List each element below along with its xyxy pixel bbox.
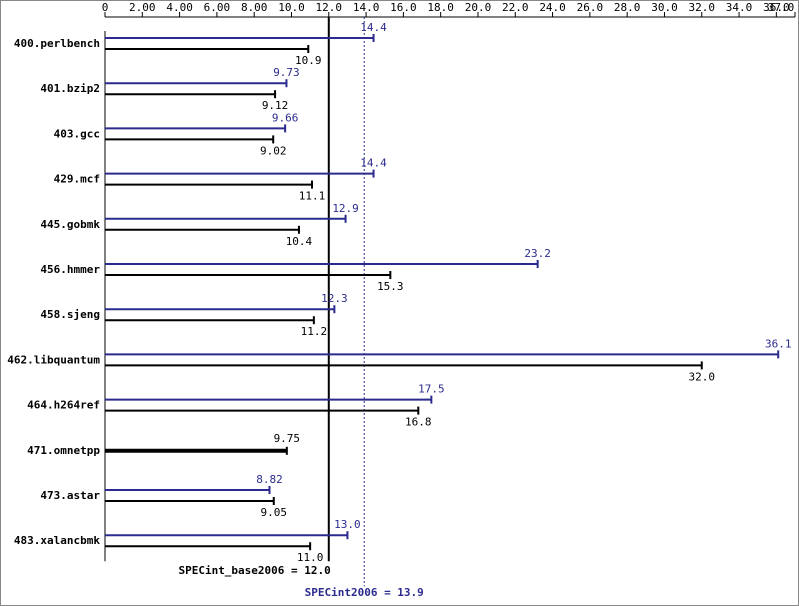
x-tick-label: 18.0	[427, 1, 454, 14]
value-label: 9.66	[272, 111, 299, 124]
x-tick-label: 10.0	[278, 1, 305, 14]
category-label: 401.bzip2	[40, 82, 100, 95]
category-label: 400.perlbench	[14, 37, 100, 50]
x-tick-label: 6.00	[204, 1, 231, 14]
value-label: 9.12	[262, 99, 289, 112]
category-label: 462.libquantum	[7, 353, 100, 366]
category-label: 403.gcc	[54, 127, 100, 140]
x-tick-label: 34.0	[726, 1, 753, 14]
value-label: 12.3	[321, 292, 348, 305]
x-tick-label: 16.0	[390, 1, 417, 14]
value-label: 9.05	[261, 506, 288, 519]
value-label: 9.73	[273, 66, 300, 79]
category-label: 483.xalancbmk	[14, 534, 100, 547]
category-label: 445.gobmk	[40, 218, 100, 231]
value-label: 14.4	[360, 21, 387, 34]
value-label: 15.3	[377, 280, 404, 293]
category-label: 471.omnetpp	[27, 444, 100, 457]
value-label: 16.8	[405, 416, 432, 429]
x-tick-label: 12.0	[316, 1, 343, 14]
x-tick-label: 28.0	[614, 1, 641, 14]
x-tick-label: 2.00	[129, 1, 156, 14]
value-label: 11.0	[297, 551, 324, 564]
value-label: 36.1	[765, 337, 792, 350]
value-label: 14.4	[360, 157, 387, 170]
x-tick-label: 37.0	[768, 1, 795, 14]
value-label: 12.9	[332, 202, 359, 215]
value-label: 23.2	[524, 247, 551, 260]
x-tick-label: 4.00	[166, 1, 193, 14]
value-label: 32.0	[689, 370, 716, 383]
reference-label: SPECint2006 = 13.9	[305, 586, 424, 599]
category-label: 473.astar	[40, 489, 100, 502]
x-tick-label: 24.0	[539, 1, 566, 14]
category-label: 456.hmmer	[40, 263, 100, 276]
category-label: 429.mcf	[54, 173, 100, 186]
category-label: 464.h264ref	[27, 399, 100, 412]
x-tick-label: 30.0	[651, 1, 678, 14]
x-tick-label: 32.0	[689, 1, 716, 14]
x-tick-label: 14.0	[353, 1, 380, 14]
x-tick-label: 22.0	[502, 1, 529, 14]
category-label: 458.sjeng	[40, 308, 100, 321]
value-label: 9.02	[260, 144, 287, 157]
value-label: 10.4	[286, 235, 313, 248]
value-label: 8.82	[256, 473, 283, 486]
value-label: 10.9	[295, 54, 322, 67]
value-label: 13.0	[334, 518, 361, 531]
x-tick-label: 36.0	[763, 1, 790, 14]
value-label: 17.5	[418, 383, 445, 396]
x-tick-label: 8.00	[241, 1, 268, 14]
x-tick-label: 0	[102, 1, 109, 14]
x-tick-label: 26.0	[577, 1, 604, 14]
x-tick-label: 20.0	[465, 1, 492, 14]
reference-label: SPECint_base2006 = 12.0	[178, 564, 330, 577]
value-label: 11.1	[299, 190, 326, 203]
value-label: 11.2	[301, 325, 328, 338]
value-label: 9.75	[274, 432, 301, 445]
